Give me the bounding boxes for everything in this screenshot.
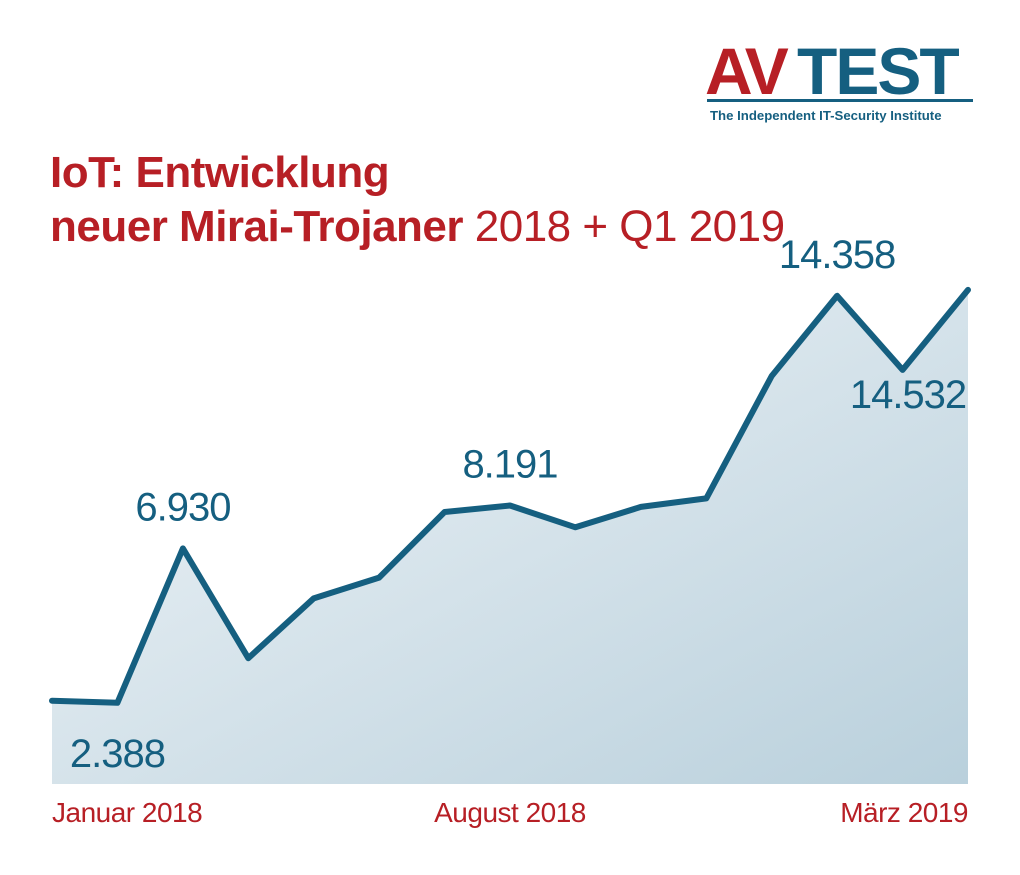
data-label-2388: 2.388	[70, 732, 165, 776]
data-label-14532: 14.532	[850, 373, 966, 417]
data-label-14358: 14.358	[779, 233, 895, 277]
x-tick-label-3: März 2019	[840, 797, 968, 828]
area-fill	[52, 289, 968, 784]
series-line	[49, 286, 971, 706]
data-label-6930: 6.930	[135, 485, 230, 529]
logo-underline	[707, 99, 973, 102]
title-line-1: IoT: Entwicklung	[50, 148, 390, 197]
logo-brand-test: TEST	[797, 36, 959, 108]
x-tick-label-1: Januar 2018	[52, 797, 202, 828]
logo-brand-av: AV	[705, 36, 789, 108]
x-tick-label-2: August 2018	[434, 797, 586, 828]
chart-title: IoT: Entwicklung neuer Mirai-Trojaner 20…	[50, 146, 785, 254]
title-line-2-bold: neuer Mirai-Trojaner	[50, 202, 464, 251]
title-line-2-light: 2018 + Q1 2019	[474, 202, 785, 251]
av-test-logo: AV TEST The Independent IT-Security Inst…	[705, 36, 973, 123]
data-label-8191: 8.191	[462, 443, 557, 487]
logo-tagline: The Independent IT-Security Institute	[710, 108, 942, 123]
